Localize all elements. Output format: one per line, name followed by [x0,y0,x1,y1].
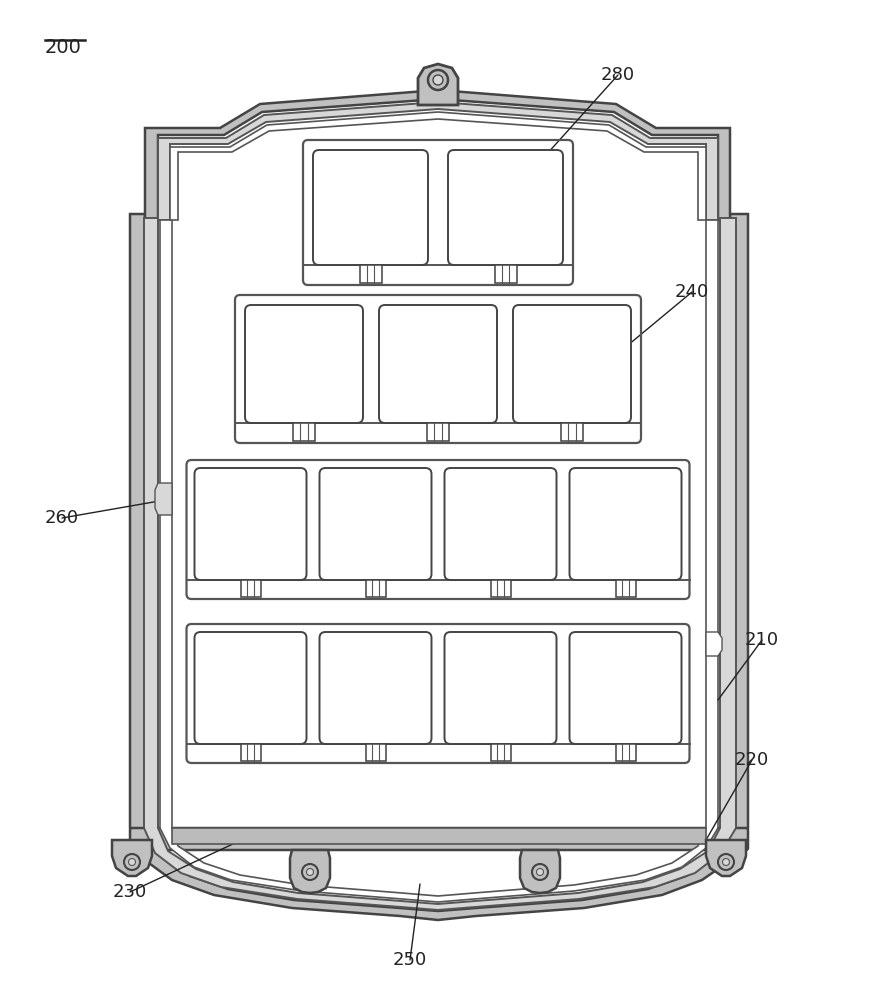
Polygon shape [706,840,746,876]
Bar [293,423,315,441]
FancyBboxPatch shape [569,468,682,580]
Bar [241,580,260,597]
Bar [427,423,449,441]
FancyBboxPatch shape [313,150,428,265]
Polygon shape [112,840,152,876]
FancyBboxPatch shape [379,305,497,423]
Polygon shape [130,214,748,920]
Polygon shape [170,112,706,220]
Text: 220: 220 [735,751,769,769]
Polygon shape [290,850,330,893]
Bar [491,580,511,597]
FancyBboxPatch shape [569,632,682,744]
Polygon shape [144,218,736,910]
Bar [365,580,385,597]
Text: 230: 230 [113,883,147,901]
Circle shape [129,858,136,865]
FancyBboxPatch shape [245,305,363,423]
Text: 240: 240 [675,283,710,301]
Polygon shape [418,64,458,105]
Circle shape [723,858,730,865]
Circle shape [307,868,314,876]
FancyBboxPatch shape [194,632,307,744]
FancyBboxPatch shape [320,632,432,744]
Text: 200: 200 [45,38,81,57]
Bar [494,265,517,283]
FancyBboxPatch shape [448,150,563,265]
Polygon shape [145,90,730,220]
Circle shape [433,75,443,85]
FancyBboxPatch shape [194,468,307,580]
Bar [241,744,260,761]
Circle shape [536,868,543,876]
Text: 280: 280 [601,66,635,84]
Text: 260: 260 [45,509,79,527]
Polygon shape [706,632,722,656]
Bar [491,744,511,761]
Polygon shape [158,102,718,220]
Bar [172,828,706,844]
FancyBboxPatch shape [513,305,631,423]
Text: 210: 210 [745,631,779,649]
Bar [359,265,382,283]
FancyBboxPatch shape [444,468,556,580]
FancyBboxPatch shape [320,468,432,580]
Polygon shape [155,483,172,515]
Bar [365,744,385,761]
Bar [616,580,635,597]
Polygon shape [160,220,718,902]
Bar [561,423,583,441]
FancyBboxPatch shape [130,828,748,850]
FancyBboxPatch shape [444,632,556,744]
Polygon shape [520,850,560,893]
Text: 250: 250 [392,951,427,969]
Bar [616,744,635,761]
